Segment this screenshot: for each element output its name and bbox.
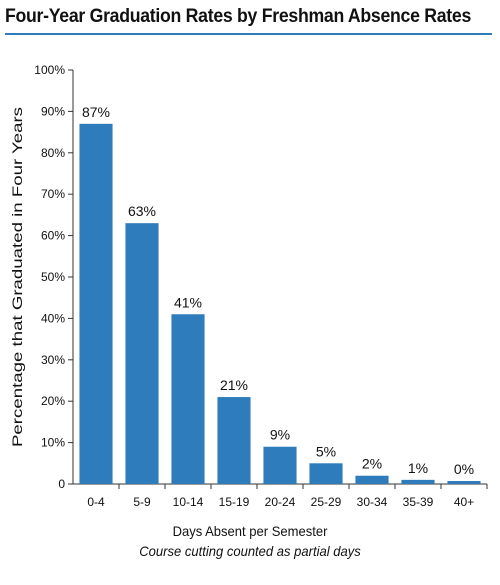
- y-tick-label: 40%: [41, 311, 65, 325]
- data-label-5-9: 63%: [128, 203, 156, 219]
- bar-35-39: [401, 479, 435, 484]
- data-label-0-4: 87%: [82, 104, 110, 120]
- y-tick-label: 80%: [41, 146, 65, 160]
- bar-5-9: [125, 223, 159, 484]
- y-tick-label: 100%: [34, 63, 65, 77]
- y-tick-label: 70%: [41, 187, 65, 201]
- data-label-40+: 0%: [454, 461, 474, 477]
- data-label-20-24: 9%: [270, 427, 290, 443]
- y-tick-label: 20%: [41, 394, 65, 408]
- x-axis-note: Course cutting counted as partial days: [139, 543, 361, 559]
- y-tick-label: 0: [58, 477, 65, 491]
- x-tick-label-25-29: 25-29: [311, 495, 342, 509]
- x-tick-label-10-14: 10-14: [173, 495, 204, 509]
- y-axis-label: Percentage that Graduated in Four Years: [9, 107, 25, 447]
- x-tick-label-30-34: 30-34: [357, 495, 388, 509]
- bar-40+: [447, 481, 481, 484]
- chart-title: Four-Year Graduation Rates by Freshman A…: [5, 6, 472, 27]
- data-label-30-34: 2%: [362, 456, 382, 472]
- y-tick-label: 60%: [41, 229, 65, 243]
- x-tick-label-0-4: 0-4: [87, 495, 105, 509]
- x-tick-label-35-39: 35-39: [403, 495, 434, 509]
- y-tick-label: 50%: [41, 270, 65, 284]
- x-tick-label-20-24: 20-24: [265, 495, 296, 509]
- y-tick-label: 90%: [41, 104, 65, 118]
- y-tick-label: 30%: [41, 353, 65, 367]
- y-tick-label: 10%: [41, 436, 65, 450]
- bar-20-24: [263, 446, 297, 484]
- title-underline: [5, 33, 492, 35]
- x-axis-label: Days Absent per Semester: [172, 523, 328, 539]
- data-label-15-19: 21%: [220, 377, 248, 393]
- bar-15-19: [217, 397, 251, 484]
- x-tick-label-15-19: 15-19: [219, 495, 250, 509]
- x-tick-label-40+: 40+: [454, 495, 474, 509]
- data-label-10-14: 41%: [174, 294, 202, 310]
- data-label-35-39: 1%: [408, 460, 428, 476]
- bar-0-4: [79, 123, 113, 484]
- bar-30-34: [355, 475, 389, 484]
- bar-10-14: [171, 314, 205, 484]
- x-tick-label-5-9: 5-9: [133, 495, 151, 509]
- bar-chart: 0 10% 20% 30% 40% 50% 60% 70% 80% 90% 100% Percenta…: [9, 63, 488, 509]
- data-label-25-29: 5%: [316, 443, 336, 459]
- bar-25-29: [309, 463, 343, 484]
